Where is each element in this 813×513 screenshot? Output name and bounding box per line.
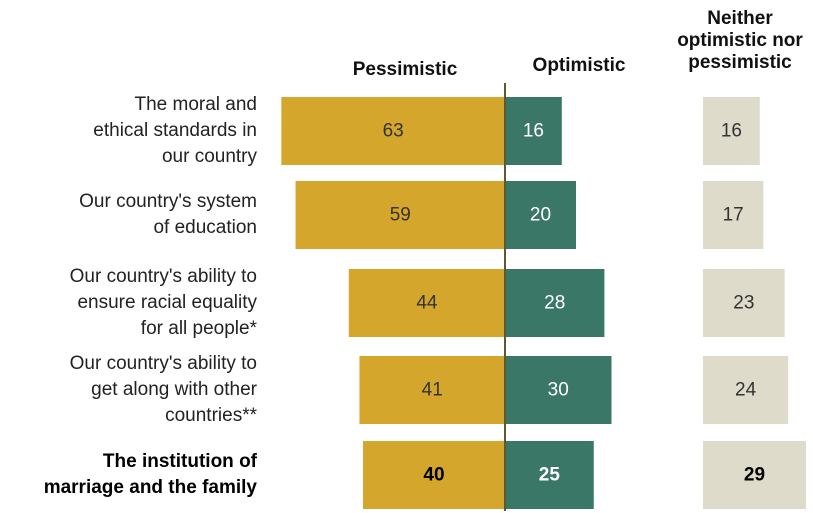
bar-pessimistic — [295, 181, 505, 249]
category-label-line: for all people* — [140, 318, 257, 339]
value-label-optimistic: 25 — [539, 465, 561, 486]
value-label-neither: 17 — [723, 205, 744, 226]
value-label-optimistic: 30 — [548, 380, 569, 401]
value-label-neither: 24 — [735, 380, 757, 401]
category-label-line: Our country's ability to — [69, 353, 257, 374]
category-label-line: Our country's system — [79, 191, 257, 212]
bar-optimistic — [505, 356, 612, 424]
category-label-line: The institution of — [102, 451, 257, 472]
category-label: Our country's system of education — [0, 189, 257, 241]
header-optimistic: Optimistic — [532, 55, 626, 76]
bar-neither — [703, 97, 760, 165]
value-label-pessimistic: 41 — [422, 380, 443, 401]
header-neither: Neither optimistic nor pessimistic — [675, 8, 805, 74]
value-label-neither: 23 — [733, 293, 754, 314]
bar-pessimistic — [348, 269, 505, 337]
bar-optimistic — [505, 181, 576, 249]
bar-optimistic — [505, 97, 562, 165]
bar-pessimistic — [359, 356, 505, 424]
category-label-line: marriage and the family — [43, 477, 257, 498]
category-label: The institution of marriage and the famil… — [0, 449, 257, 501]
bar-neither — [703, 269, 785, 337]
category-label: Our country's ability to get along with o… — [0, 351, 257, 429]
header-neither-line3: pessimistic — [688, 52, 792, 73]
header-pessimistic: Pessimistic — [352, 59, 458, 80]
category-label: The moral and ethical standards in our cou… — [0, 92, 257, 170]
bar-neither — [703, 356, 789, 424]
category-label-line: get along with other — [91, 379, 257, 400]
category-label: Our country's ability to ensure racial eq… — [0, 264, 257, 342]
bar-neither — [703, 181, 764, 249]
value-label-pessimistic: 40 — [423, 465, 444, 486]
bar-pessimistic — [363, 441, 505, 509]
value-label-optimistic: 28 — [544, 293, 565, 314]
value-label-neither: 16 — [721, 121, 742, 142]
bar-neither — [703, 441, 806, 509]
bar-optimistic — [505, 269, 605, 337]
value-label-pessimistic: 63 — [383, 121, 404, 142]
category-label-line: ethical standards in — [93, 120, 257, 141]
category-label-line: Our country's ability to — [69, 266, 257, 287]
value-label-neither: 29 — [744, 465, 765, 486]
header-neither-line2: optimistic nor — [677, 30, 803, 51]
category-label-line: of education — [153, 217, 257, 238]
category-label-line: ensure racial equality — [77, 292, 257, 313]
value-label-pessimistic: 44 — [416, 293, 438, 314]
bar-pessimistic — [281, 97, 505, 165]
category-label-line: our country — [161, 146, 257, 167]
category-label-line: countries** — [165, 405, 257, 426]
category-label-line: The moral and — [134, 94, 257, 115]
value-label-pessimistic: 59 — [390, 205, 411, 226]
bar-optimistic — [505, 441, 594, 509]
value-label-optimistic: 16 — [523, 121, 544, 142]
value-label-optimistic: 20 — [530, 205, 551, 226]
header-neither-line1: Neither — [707, 8, 773, 29]
